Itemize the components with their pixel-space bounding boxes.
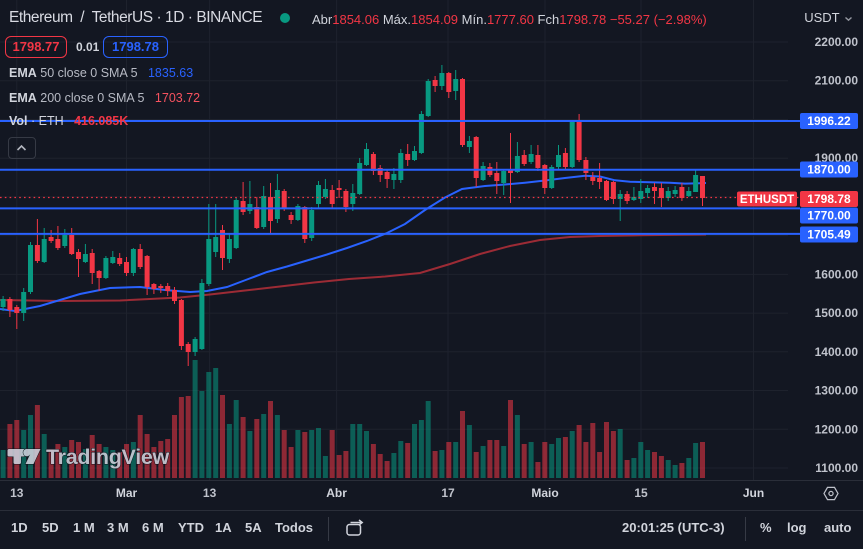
svg-text:1705.49: 1705.49: [807, 228, 851, 242]
svg-text:ETHUSDT: ETHUSDT: [740, 194, 794, 206]
svg-text:TradingView: TradingView: [46, 445, 170, 469]
svg-text:13: 13: [10, 486, 24, 500]
svg-text:2100.00: 2100.00: [815, 74, 859, 88]
svg-text:1870.00: 1870.00: [807, 163, 851, 177]
svg-text:Mar: Mar: [116, 486, 138, 500]
svg-text:1200.00: 1200.00: [815, 422, 859, 436]
svg-text:1996.22: 1996.22: [807, 114, 851, 128]
svg-text:1600.00: 1600.00: [815, 267, 859, 281]
svg-text:1100.00: 1100.00: [815, 461, 858, 475]
svg-text:15: 15: [634, 486, 648, 500]
svg-text:1300.00: 1300.00: [815, 384, 859, 398]
svg-text:17: 17: [441, 486, 455, 500]
svg-text:13: 13: [203, 486, 217, 500]
svg-text:1500.00: 1500.00: [815, 306, 859, 320]
svg-text:1798.78: 1798.78: [807, 192, 851, 206]
svg-text:2200.00: 2200.00: [815, 35, 859, 49]
svg-text:1400.00: 1400.00: [815, 345, 859, 359]
svg-text:Maio: Maio: [531, 486, 558, 500]
svg-text:Abr: Abr: [326, 486, 347, 500]
svg-text:1770.00: 1770.00: [807, 209, 851, 223]
svg-text:Jun: Jun: [743, 486, 764, 500]
